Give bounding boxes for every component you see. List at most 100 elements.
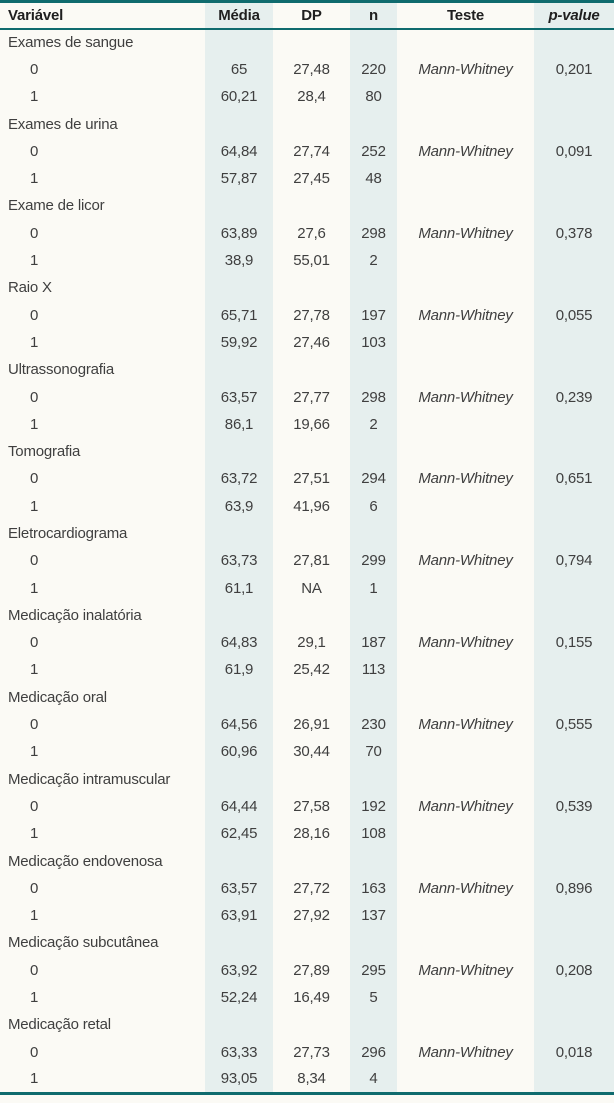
empty-cell	[534, 766, 614, 793]
empty-cell	[397, 602, 534, 629]
variable-group-row: Ultrassonografia	[0, 356, 614, 383]
n-cell: 4	[369, 1070, 378, 1088]
level-cell: 0	[30, 60, 39, 78]
p-value-cell: 0,201	[555, 60, 593, 78]
media-cell: 65,71	[220, 306, 258, 324]
p-value-cell: 0,896	[555, 879, 593, 897]
p-value-cell	[534, 83, 614, 110]
empty-cell	[273, 929, 350, 956]
n-cell: 137	[361, 907, 386, 925]
variable-group-row: Raio X	[0, 274, 614, 301]
variable-group-label: Exames de urina	[8, 115, 118, 133]
empty-cell	[205, 847, 273, 874]
level-cell: 1	[30, 497, 39, 515]
test-cell: Mann-Whitney	[418, 797, 513, 815]
dp-cell: 27,81	[293, 552, 330, 570]
level-cell: 0	[30, 634, 39, 652]
dp-cell: 30,44	[293, 743, 330, 761]
n-cell: 230	[361, 716, 386, 734]
variable-group-label: Ultrassonografia	[8, 361, 115, 379]
level-cell: 0	[30, 142, 39, 160]
media-cell: 57,87	[220, 170, 258, 188]
empty-cell	[205, 684, 273, 711]
media-cell: 64,44	[220, 797, 258, 815]
level-cell: 1	[30, 333, 39, 351]
level-cell: 0	[30, 306, 39, 324]
n-cell: 2	[369, 252, 378, 270]
data-row: 0 63,33 27,73 296 Mann-Whitney 0,018	[0, 1038, 614, 1065]
test-cell: Mann-Whitney	[418, 961, 513, 979]
empty-cell	[397, 356, 534, 383]
media-cell: 63,9	[224, 497, 254, 515]
empty-cell	[397, 684, 534, 711]
dp-cell: 28,16	[293, 825, 330, 843]
empty-cell	[205, 520, 273, 547]
test-cell	[397, 1066, 534, 1093]
data-row: 1 57,87 27,45 48	[0, 165, 614, 192]
test-cell: Mann-Whitney	[418, 1043, 513, 1061]
test-cell: Mann-Whitney	[418, 224, 513, 242]
empty-cell	[273, 29, 350, 56]
empty-cell	[534, 684, 614, 711]
dp-cell: 41,96	[293, 497, 330, 515]
n-cell: 6	[369, 497, 378, 515]
dp-cell: NA	[301, 579, 322, 597]
test-cell	[397, 738, 534, 765]
p-value-cell: 0,378	[555, 224, 593, 242]
empty-cell	[397, 766, 534, 793]
data-row: 0 63,89 27,6 298 Mann-Whitney 0,378	[0, 220, 614, 247]
data-row: 1 62,45 28,16 108	[0, 820, 614, 847]
data-row: 0 64,83 29,1 187 Mann-Whitney 0,155	[0, 629, 614, 656]
empty-cell	[205, 929, 273, 956]
level-cell: 0	[30, 961, 39, 979]
n-cell: 192	[361, 797, 386, 815]
dp-cell: 27,58	[293, 797, 330, 815]
data-row: 1 63,91 27,92 137	[0, 902, 614, 929]
variable-group-label: Medicação oral	[8, 688, 107, 706]
media-cell: 65	[230, 60, 248, 78]
empty-cell	[205, 274, 273, 301]
empty-cell	[397, 192, 534, 219]
data-row: 1 60,21 28,4 80	[0, 83, 614, 110]
empty-cell	[397, 1011, 534, 1038]
media-cell: 64,83	[220, 634, 258, 652]
test-cell: Mann-Whitney	[418, 388, 513, 406]
data-row: 0 63,92 27,89 295 Mann-Whitney 0,208	[0, 957, 614, 984]
empty-cell	[273, 847, 350, 874]
col-header-media: Média	[205, 1, 273, 30]
data-row: 1 59,92 27,46 103	[0, 329, 614, 356]
variable-group-label: Exame de licor	[8, 197, 105, 215]
test-cell: Mann-Whitney	[418, 306, 513, 324]
level-cell: 0	[30, 879, 39, 897]
level-cell: 0	[30, 470, 39, 488]
dp-cell: 27,48	[293, 60, 330, 78]
empty-cell	[205, 766, 273, 793]
n-cell: 298	[361, 224, 386, 242]
data-row: 0 63,73 27,81 299 Mann-Whitney 0,794	[0, 547, 614, 574]
col-header-teste: Teste	[397, 1, 534, 30]
n-cell: 108	[361, 825, 386, 843]
dp-cell: 25,42	[293, 661, 330, 679]
test-cell	[397, 656, 534, 683]
empty-cell	[350, 847, 397, 874]
empty-cell	[350, 438, 397, 465]
n-cell: 103	[361, 333, 386, 351]
n-cell: 295	[361, 961, 386, 979]
empty-cell	[534, 847, 614, 874]
data-row: 0 65 27,48 220 Mann-Whitney 0,201	[0, 56, 614, 83]
level-cell: 0	[30, 224, 39, 242]
n-cell: 298	[361, 388, 386, 406]
n-cell: 296	[361, 1043, 386, 1061]
level-cell: 0	[30, 1043, 39, 1061]
variable-group-row: Medicação oral	[0, 684, 614, 711]
media-cell: 63,89	[220, 224, 258, 242]
empty-cell	[534, 929, 614, 956]
test-cell	[397, 165, 534, 192]
variable-group-row: Tomografia	[0, 438, 614, 465]
dp-cell: 27,92	[293, 907, 330, 925]
p-value-cell	[534, 165, 614, 192]
test-cell: Mann-Whitney	[418, 60, 513, 78]
empty-cell	[350, 110, 397, 137]
media-cell: 63,91	[220, 907, 258, 925]
empty-cell	[350, 274, 397, 301]
